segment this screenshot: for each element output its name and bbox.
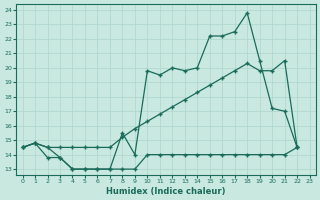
X-axis label: Humidex (Indice chaleur): Humidex (Indice chaleur) bbox=[106, 187, 226, 196]
